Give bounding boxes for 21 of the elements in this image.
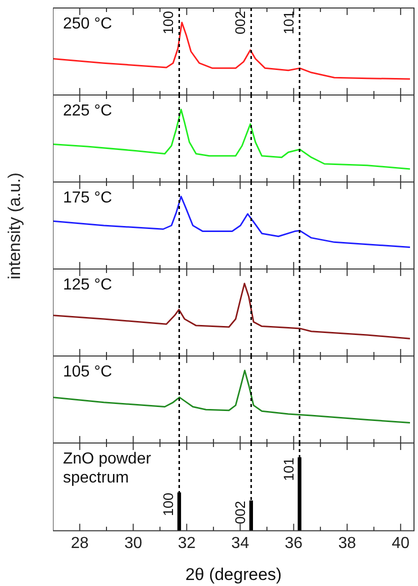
x-axis-title: 2θ (degrees) — [185, 565, 282, 584]
x-tick-label: 28 — [70, 534, 89, 552]
annotation: 100 — [160, 492, 176, 516]
annotation: 125 °C — [63, 276, 112, 294]
annotation: 225 °C — [63, 102, 112, 120]
annotation: 101 — [280, 10, 296, 34]
annotation: 250 °C — [63, 15, 112, 32]
annotation: ZnO powder spectrum — [63, 450, 152, 486]
y-axis-title: intensity (a.u.) — [5, 172, 25, 279]
annotation: 105 °C — [63, 363, 112, 380]
x-tick-label: 32 — [178, 534, 196, 552]
annotation: 002 — [232, 10, 248, 34]
annotation: 175 °C — [63, 189, 112, 206]
x-tick-label: 34 — [231, 534, 250, 552]
annotation: 100 — [160, 10, 176, 34]
annotation: 101 — [280, 457, 296, 481]
annotation: 002 — [232, 500, 248, 524]
x-tick-label: 30 — [124, 534, 142, 552]
x-tick-label: 40 — [392, 534, 410, 552]
x-tick-label: 38 — [338, 534, 356, 552]
x-tick-label: 36 — [284, 534, 303, 552]
